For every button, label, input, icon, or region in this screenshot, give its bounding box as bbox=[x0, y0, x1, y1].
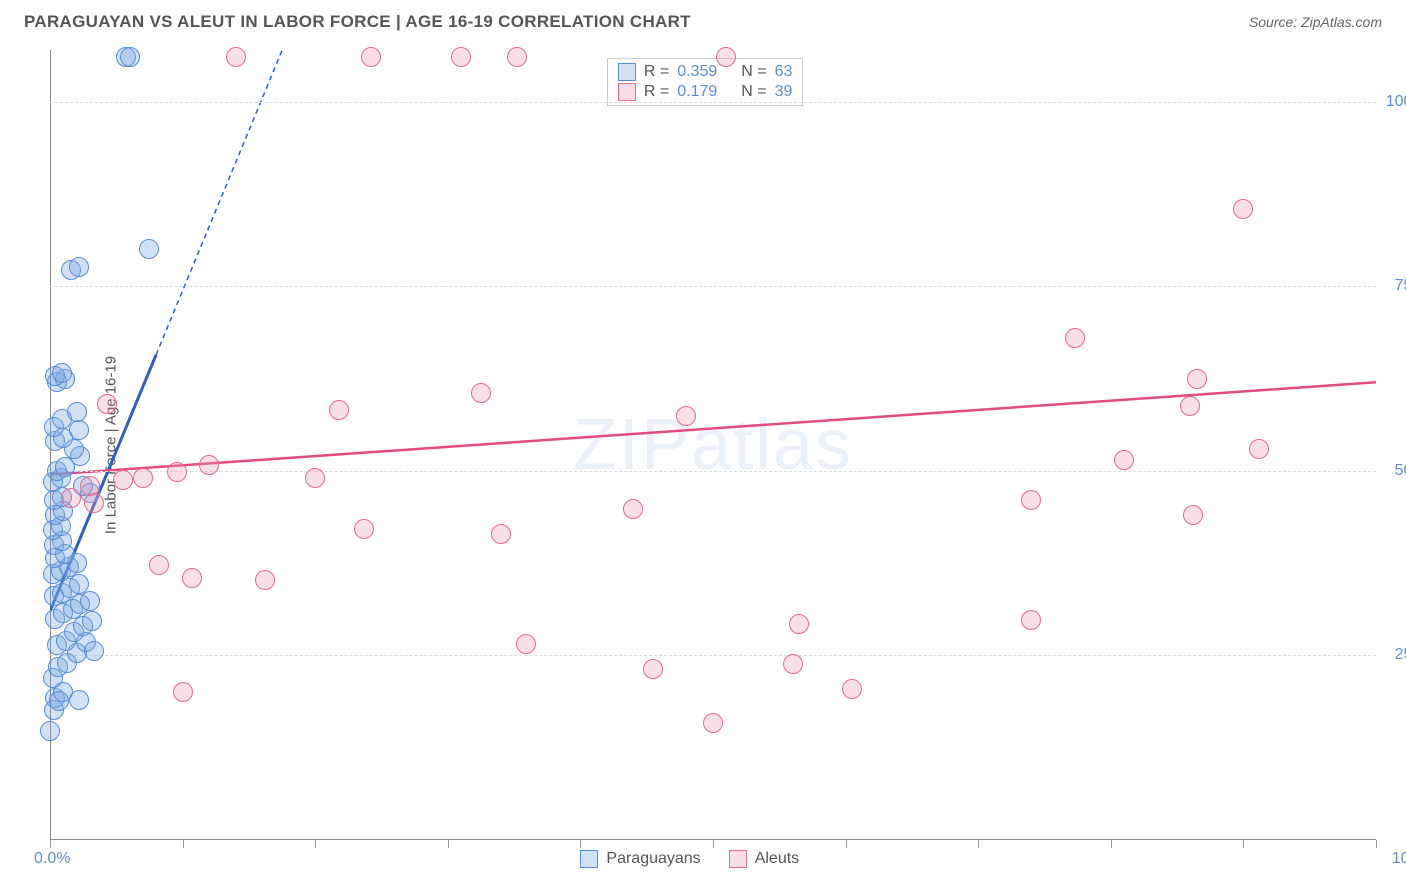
legend-item: Aleuts bbox=[729, 850, 799, 868]
data-point bbox=[52, 363, 72, 383]
data-point bbox=[67, 402, 87, 422]
legend-swatch bbox=[729, 850, 747, 868]
x-tick-label-min: 0.0% bbox=[34, 850, 70, 868]
source-label: Source: ZipAtlas.com bbox=[1249, 14, 1382, 30]
data-point bbox=[82, 611, 102, 631]
x-tick bbox=[448, 840, 449, 848]
data-point bbox=[1187, 369, 1207, 389]
data-point bbox=[703, 713, 723, 733]
n-value: 39 bbox=[775, 83, 793, 101]
data-point bbox=[80, 476, 100, 496]
data-point bbox=[516, 634, 536, 654]
data-point bbox=[84, 641, 104, 661]
data-point bbox=[1021, 490, 1041, 510]
data-point bbox=[1180, 396, 1200, 416]
data-point bbox=[842, 679, 862, 699]
legend-label: Aleuts bbox=[755, 850, 799, 868]
x-tick bbox=[315, 840, 316, 848]
data-point bbox=[1114, 450, 1134, 470]
data-point bbox=[354, 519, 374, 539]
data-point bbox=[451, 47, 471, 67]
data-point bbox=[84, 493, 104, 513]
r-value: 0.179 bbox=[677, 83, 717, 101]
legend-swatch bbox=[618, 63, 636, 81]
gridline-h bbox=[50, 286, 1376, 287]
data-point bbox=[783, 654, 803, 674]
data-point bbox=[149, 555, 169, 575]
data-point bbox=[69, 690, 89, 710]
data-point bbox=[167, 462, 187, 482]
data-point bbox=[507, 47, 527, 67]
y-tick-label: 100.0% bbox=[1386, 93, 1406, 111]
data-point bbox=[113, 470, 133, 490]
y-tick-label: 75.0% bbox=[1395, 277, 1406, 295]
data-point bbox=[40, 721, 60, 741]
data-point bbox=[182, 568, 202, 588]
data-point bbox=[255, 570, 275, 590]
data-point bbox=[471, 383, 491, 403]
x-tick bbox=[846, 840, 847, 848]
data-point bbox=[491, 524, 511, 544]
data-point bbox=[1065, 328, 1085, 348]
header: PARAGUAYAN VS ALEUT IN LABOR FORCE | AGE… bbox=[0, 0, 1406, 36]
data-point bbox=[61, 488, 81, 508]
data-point bbox=[69, 257, 89, 277]
x-tick-label-max: 100.0% bbox=[1392, 850, 1406, 868]
x-tick bbox=[1376, 840, 1377, 848]
data-point bbox=[97, 394, 117, 414]
legend-item: Paraguayans bbox=[580, 850, 700, 868]
x-tick bbox=[183, 840, 184, 848]
x-tick bbox=[1243, 840, 1244, 848]
data-point bbox=[676, 406, 696, 426]
legend-label: Paraguayans bbox=[606, 850, 700, 868]
legend-stats-row: R = 0.359 N = 63 bbox=[618, 63, 793, 81]
chart-title: PARAGUAYAN VS ALEUT IN LABOR FORCE | AGE… bbox=[24, 12, 691, 32]
legend-stats: R = 0.359 N = 63 R = 0.179 N = 39 bbox=[607, 58, 804, 106]
data-point bbox=[1183, 505, 1203, 525]
data-point bbox=[789, 614, 809, 634]
x-tick bbox=[713, 840, 714, 848]
data-point bbox=[623, 499, 643, 519]
data-point bbox=[69, 574, 89, 594]
chart-container: In Labor Force | Age 16-19 ZIPatlas R = … bbox=[50, 50, 1376, 840]
data-point bbox=[199, 455, 219, 475]
data-point bbox=[1021, 610, 1041, 630]
n-label: N = bbox=[741, 83, 766, 101]
legend-swatch bbox=[618, 83, 636, 101]
gridline-h bbox=[50, 655, 1376, 656]
data-point bbox=[133, 468, 153, 488]
legend-series: Paraguayans Aleuts bbox=[580, 850, 799, 868]
data-point bbox=[173, 682, 193, 702]
x-tick bbox=[580, 840, 581, 848]
x-tick bbox=[50, 840, 51, 848]
gridline-h bbox=[50, 471, 1376, 472]
data-point bbox=[329, 400, 349, 420]
watermark: ZIPatlas bbox=[573, 404, 853, 486]
x-tick bbox=[978, 840, 979, 848]
data-point bbox=[226, 47, 246, 67]
n-value: 63 bbox=[775, 63, 793, 81]
r-label: R = bbox=[644, 63, 669, 81]
data-point bbox=[120, 47, 140, 67]
y-tick-label: 50.0% bbox=[1395, 462, 1406, 480]
data-point bbox=[716, 47, 736, 67]
data-point bbox=[361, 47, 381, 67]
y-tick-label: 25.0% bbox=[1395, 646, 1406, 664]
data-point bbox=[1233, 199, 1253, 219]
data-point bbox=[1249, 439, 1269, 459]
gridline-h bbox=[50, 102, 1376, 103]
x-tick bbox=[1111, 840, 1112, 848]
data-point bbox=[80, 591, 100, 611]
data-point bbox=[305, 468, 325, 488]
data-point bbox=[139, 239, 159, 259]
n-label: N = bbox=[741, 63, 766, 81]
r-value: 0.359 bbox=[677, 63, 717, 81]
data-point bbox=[643, 659, 663, 679]
plot-area: ZIPatlas R = 0.359 N = 63 R = 0.179 N = … bbox=[50, 50, 1376, 840]
data-point bbox=[69, 420, 89, 440]
r-label: R = bbox=[644, 83, 669, 101]
legend-stats-row: R = 0.179 N = 39 bbox=[618, 83, 793, 101]
legend-swatch bbox=[580, 850, 598, 868]
